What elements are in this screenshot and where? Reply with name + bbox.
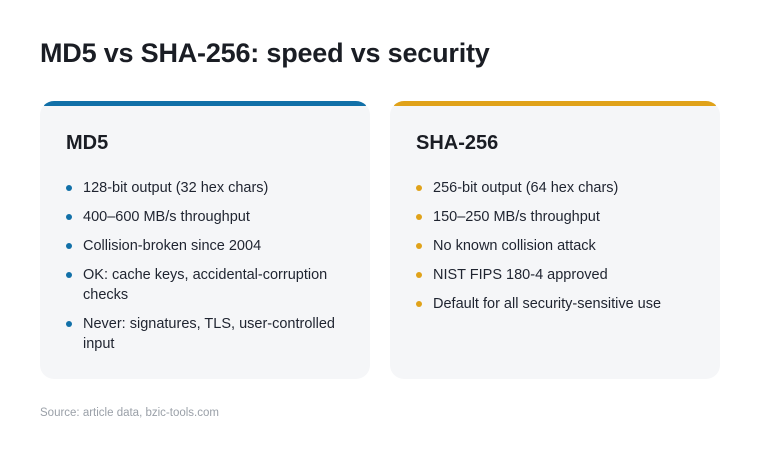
bullet-dot-icon xyxy=(416,301,422,307)
list-item: 128-bit output (32 hex chars) xyxy=(66,178,352,198)
list-item: Never: signatures, TLS, user-controlled … xyxy=(66,314,352,354)
list-item-text: Default for all security-sensitive use xyxy=(433,296,662,312)
bullet-dot-icon xyxy=(66,272,72,278)
md5-heading: MD5 xyxy=(66,132,109,154)
sha256-card: SHA-256 256-bit output (64 hex chars) 15… xyxy=(390,101,720,379)
list-item: 400–600 MB/s throughput xyxy=(66,207,352,227)
list-item-text: No known collision attack xyxy=(433,238,596,254)
list-item: No known collision attack xyxy=(416,236,702,256)
list-item-text: NIST FIPS 180-4 approved xyxy=(433,267,608,283)
list-item: OK: cache keys, accidental-corruption ch… xyxy=(66,265,352,305)
bullet-dot-icon xyxy=(66,243,72,249)
sha256-list: 256-bit output (64 hex chars) 150–250 MB… xyxy=(416,178,702,323)
bullet-dot-icon xyxy=(416,243,422,249)
list-item: Default for all security-sensitive use xyxy=(416,294,702,314)
page-title: MD5 vs SHA-256: speed vs security xyxy=(40,38,490,68)
list-item-text: 150–250 MB/s throughput xyxy=(433,209,600,225)
list-item-text: Collision-broken since 2004 xyxy=(83,238,262,254)
list-item-text: 400–600 MB/s throughput xyxy=(83,209,250,225)
bullet-dot-icon xyxy=(416,214,422,220)
bullet-dot-icon xyxy=(66,321,72,327)
list-item-text: 128-bit output (32 hex chars) xyxy=(83,180,269,196)
list-item-text: Never: signatures, TLS, user-controlled … xyxy=(83,316,335,352)
sha256-accent-bar xyxy=(394,101,716,106)
sha256-heading: SHA-256 xyxy=(416,132,499,154)
bullet-dot-icon xyxy=(66,214,72,220)
bullet-dot-icon xyxy=(416,185,422,191)
md5-list: 128-bit output (32 hex chars) 400–600 MB… xyxy=(66,178,352,363)
list-item: 256-bit output (64 hex chars) xyxy=(416,178,702,198)
source-note: Source: article data, bzic-tools.com xyxy=(40,407,219,419)
list-item-text: 256-bit output (64 hex chars) xyxy=(433,180,619,196)
list-item: NIST FIPS 180-4 approved xyxy=(416,265,702,285)
bullet-dot-icon xyxy=(66,185,72,191)
md5-accent-bar xyxy=(44,101,366,106)
list-item: Collision-broken since 2004 xyxy=(66,236,352,256)
list-item: 150–250 MB/s throughput xyxy=(416,207,702,227)
md5-card: MD5 128-bit output (32 hex chars) 400–60… xyxy=(40,101,370,379)
list-item-text: OK: cache keys, accidental-corruption ch… xyxy=(83,267,328,303)
bullet-dot-icon xyxy=(416,272,422,278)
